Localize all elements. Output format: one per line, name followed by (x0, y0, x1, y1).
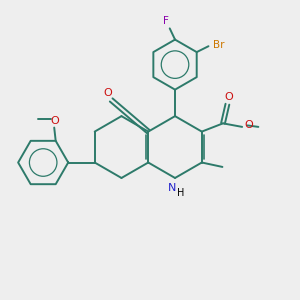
Text: F: F (163, 16, 169, 26)
Text: Br: Br (213, 40, 224, 50)
Text: O: O (104, 88, 112, 98)
Text: O: O (50, 116, 59, 126)
Text: N: N (168, 183, 176, 193)
Text: O: O (224, 92, 233, 102)
Text: O: O (244, 120, 253, 130)
Text: H: H (177, 188, 184, 198)
